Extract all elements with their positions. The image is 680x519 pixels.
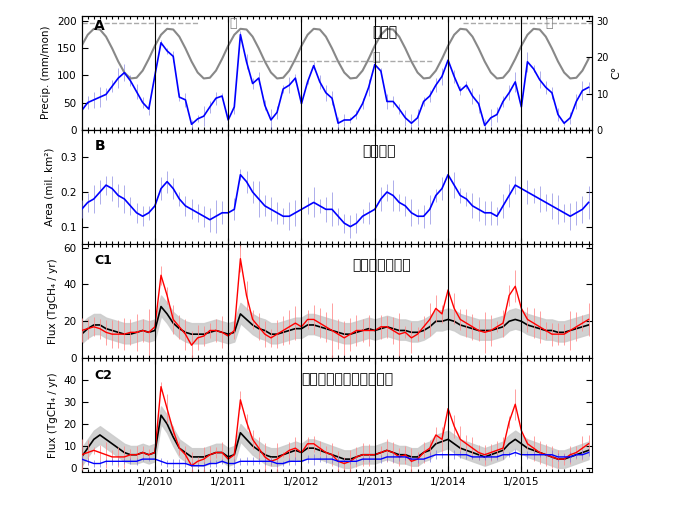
- Text: C2: C2: [95, 368, 112, 381]
- Y-axis label: C°: C°: [611, 66, 622, 79]
- Y-axis label: Flux (TgCH₄ / yr): Flux (TgCH₄ / yr): [48, 373, 58, 458]
- Text: 高: 高: [546, 17, 554, 30]
- Text: 低: 低: [372, 51, 380, 64]
- Text: メタン正味収支: メタン正味収支: [352, 258, 411, 272]
- Y-axis label: Flux (TgCH₄ / yr): Flux (TgCH₄ / yr): [48, 258, 58, 344]
- Text: B: B: [95, 139, 105, 153]
- Text: 冠水面積: 冠水面積: [362, 144, 396, 158]
- Text: C1: C1: [95, 254, 112, 267]
- Y-axis label: Precip. (mm/mon): Precip. (mm/mon): [41, 26, 52, 119]
- Text: 降水量: 降水量: [372, 25, 397, 39]
- Text: 高: 高: [229, 17, 237, 30]
- Y-axis label: Area (mil. km²): Area (mil. km²): [45, 147, 54, 226]
- Text: A: A: [95, 19, 105, 33]
- Text: 湿原からのメタン放出量: 湿原からのメタン放出量: [301, 372, 393, 386]
